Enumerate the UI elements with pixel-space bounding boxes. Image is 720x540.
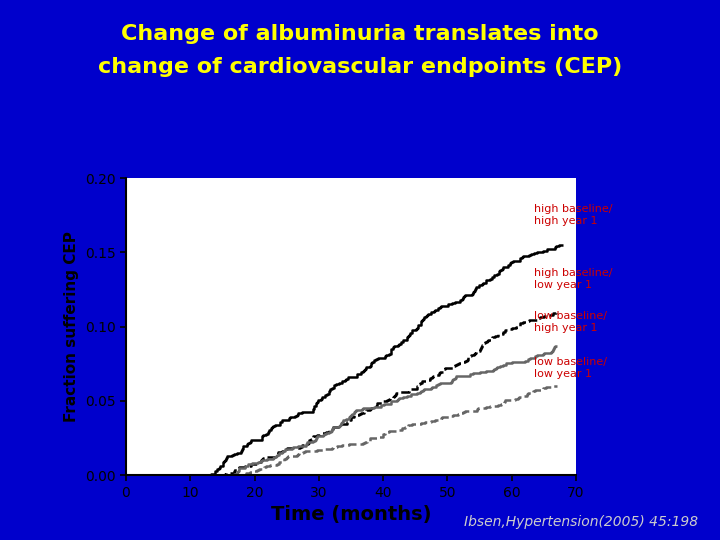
Text: high baseline/
low year 1: high baseline/ low year 1 (534, 268, 613, 289)
Text: high baseline/
high year 1: high baseline/ high year 1 (534, 204, 613, 226)
Text: Ibsen,Hypertension(2005) 45:198: Ibsen,Hypertension(2005) 45:198 (464, 515, 698, 529)
X-axis label: Time (months): Time (months) (271, 505, 431, 524)
Text: change of cardiovascular endpoints (CEP): change of cardiovascular endpoints (CEP) (98, 57, 622, 77)
Text: low baseline/
high year 1: low baseline/ high year 1 (534, 311, 607, 333)
Y-axis label: Fraction suffering CEP: Fraction suffering CEP (64, 231, 79, 422)
Text: low baseline/
low year 1: low baseline/ low year 1 (534, 357, 607, 379)
Text: Change of albuminuria translates into: Change of albuminuria translates into (121, 24, 599, 44)
